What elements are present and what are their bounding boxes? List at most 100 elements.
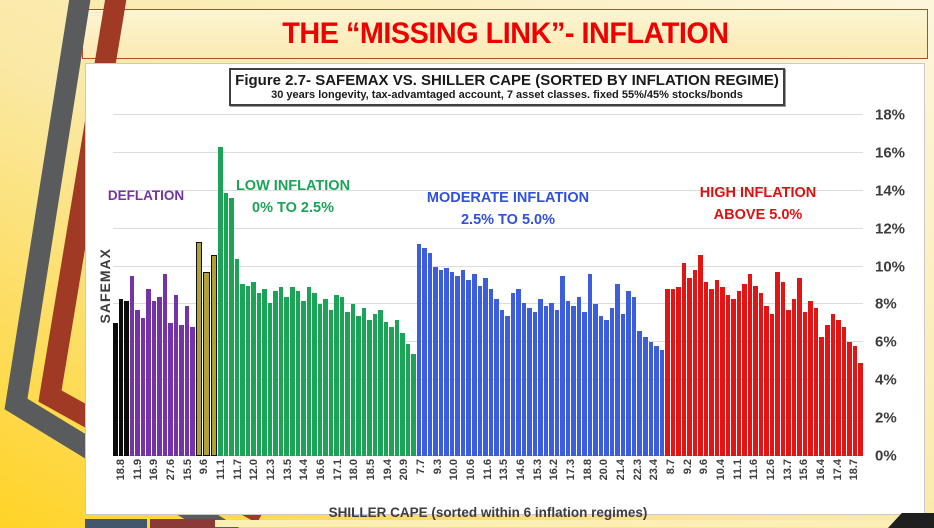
bar-low-inflation <box>383 321 389 456</box>
bar-moderate-inflation <box>488 289 494 456</box>
gridline <box>113 227 863 229</box>
bottom-right-corner-wedge <box>888 513 934 528</box>
x-tick: 10.0 <box>446 459 463 507</box>
bar-moderate-inflation <box>521 302 527 456</box>
bar-low-inflation <box>245 285 251 456</box>
x-tick: 15.5 <box>180 459 197 507</box>
bar-high-inflation <box>858 363 863 456</box>
x-tick-label: 10.0 <box>448 459 461 481</box>
title-banner: THE “MISSING LINK”- INFLATION <box>82 9 928 59</box>
bar-high-inflation <box>813 308 819 456</box>
bar-high-inflation <box>725 294 731 456</box>
x-tick-label: 16.9 <box>148 459 161 481</box>
gridlines <box>113 114 863 456</box>
x-tick-label: 18.7 <box>848 459 861 481</box>
bar-low-inflation <box>278 287 284 456</box>
x-tick: 18.7 <box>847 459 864 507</box>
x-tick-label: 11.1 <box>214 459 227 480</box>
bar-moderate-inflation <box>582 312 587 456</box>
x-tick-label: 13.5 <box>498 459 511 481</box>
x-tick-label: 12.3 <box>264 459 277 481</box>
bar-moderate-inflation <box>576 296 582 456</box>
bar-low-inflation <box>240 283 245 456</box>
bar-deflation <box>179 325 184 456</box>
bar-low-inflation <box>267 302 273 456</box>
bar-moderate-inflation <box>631 296 637 456</box>
x-tick-label: 11.9 <box>131 459 144 480</box>
x-tick: 11.6 <box>480 459 497 507</box>
x-tick-label: 9.6 <box>198 459 211 475</box>
bar-high-inflation <box>786 310 791 456</box>
x-tick: 10.6 <box>463 459 480 507</box>
plot-area <box>113 114 863 456</box>
bar-high-inflation <box>681 262 687 456</box>
y-axis-title: SAFEMAX <box>97 247 113 324</box>
gridline <box>113 303 863 305</box>
x-tick-label: 7.7 <box>414 459 427 475</box>
bar-low-inflation <box>378 310 383 456</box>
x-tick-label: 19.4 <box>381 459 394 481</box>
bar-low-inflation <box>361 308 367 456</box>
bar-low-inflation <box>411 353 416 456</box>
x-tick: 9.6 <box>196 459 213 507</box>
bar-moderate-inflation <box>449 272 455 456</box>
bar-high-inflation <box>802 312 808 456</box>
y-tick-label: 2% <box>875 409 897 427</box>
bar-moderate-inflation <box>532 312 538 456</box>
bar-low-inflation <box>400 332 405 456</box>
bar-high-inflation <box>819 336 824 456</box>
bar-moderate-inflation <box>483 277 488 456</box>
bar-low-inflation <box>356 315 361 456</box>
bar-moderate-inflation <box>455 276 460 456</box>
x-tick: 17.1 <box>330 459 347 507</box>
bar-deflation <box>184 306 190 456</box>
bottom-accent-slate <box>85 519 147 528</box>
bar-low-inflation <box>284 296 289 456</box>
bar-high-inflation <box>780 281 786 456</box>
bar-high-inflation <box>753 285 758 456</box>
bar-low-inflation <box>262 289 267 456</box>
annotation-moderate-inflation: MODERATE INFLATION 2.5% TO 5.0% <box>426 190 590 228</box>
x-tick: 14.4 <box>296 459 313 507</box>
bar-low-inflation <box>251 281 256 456</box>
x-tick: 11.1 <box>730 459 747 507</box>
bar-high-inflation <box>742 283 747 456</box>
bar-moderate-inflation <box>659 349 665 456</box>
bar-high-inflation <box>720 287 725 456</box>
bar-low-inflation <box>234 258 240 456</box>
x-tick: 12.0 <box>246 459 263 507</box>
bar-severe-deflation <box>113 323 118 456</box>
x-tick-label: 18.5 <box>364 459 377 481</box>
bar-high-inflation <box>670 289 676 456</box>
bar-moderate-inflation <box>593 304 598 456</box>
x-tick-label: 13.7 <box>781 459 794 481</box>
x-tick-label: 11.6 <box>481 459 494 480</box>
x-tick: 7.7 <box>413 459 430 507</box>
x-tick: 14.6 <box>513 459 530 507</box>
gridline <box>113 265 863 267</box>
x-tick: 15.3 <box>530 459 547 507</box>
bar-moderate-inflation <box>527 308 532 456</box>
x-tick-label: 15.5 <box>181 459 194 481</box>
x-tick-label: 15.6 <box>798 459 811 481</box>
bar-high-inflation <box>847 342 852 456</box>
x-tick-label: 10.6 <box>464 459 477 481</box>
bar-moderate-inflation <box>637 330 642 456</box>
x-tick-label: 17.3 <box>564 459 577 481</box>
bar-high-inflation <box>836 319 841 456</box>
gridline <box>113 417 863 419</box>
bar-deflation-transition <box>195 241 203 456</box>
bar-high-inflation <box>764 306 769 456</box>
bar-high-inflation <box>797 277 802 456</box>
bar-low-inflation <box>339 296 345 456</box>
x-tick: 19.4 <box>380 459 397 507</box>
x-tick-label: 9.3 <box>431 459 444 475</box>
x-tick: 8.7 <box>663 459 680 507</box>
bar-moderate-inflation <box>538 298 543 456</box>
x-tick: 23.4 <box>647 459 664 507</box>
gridline <box>113 341 863 343</box>
x-tick: 18.8 <box>580 459 597 507</box>
x-tick-label: 14.4 <box>298 459 311 481</box>
bars <box>113 115 863 456</box>
x-tick: 13.5 <box>280 459 297 507</box>
